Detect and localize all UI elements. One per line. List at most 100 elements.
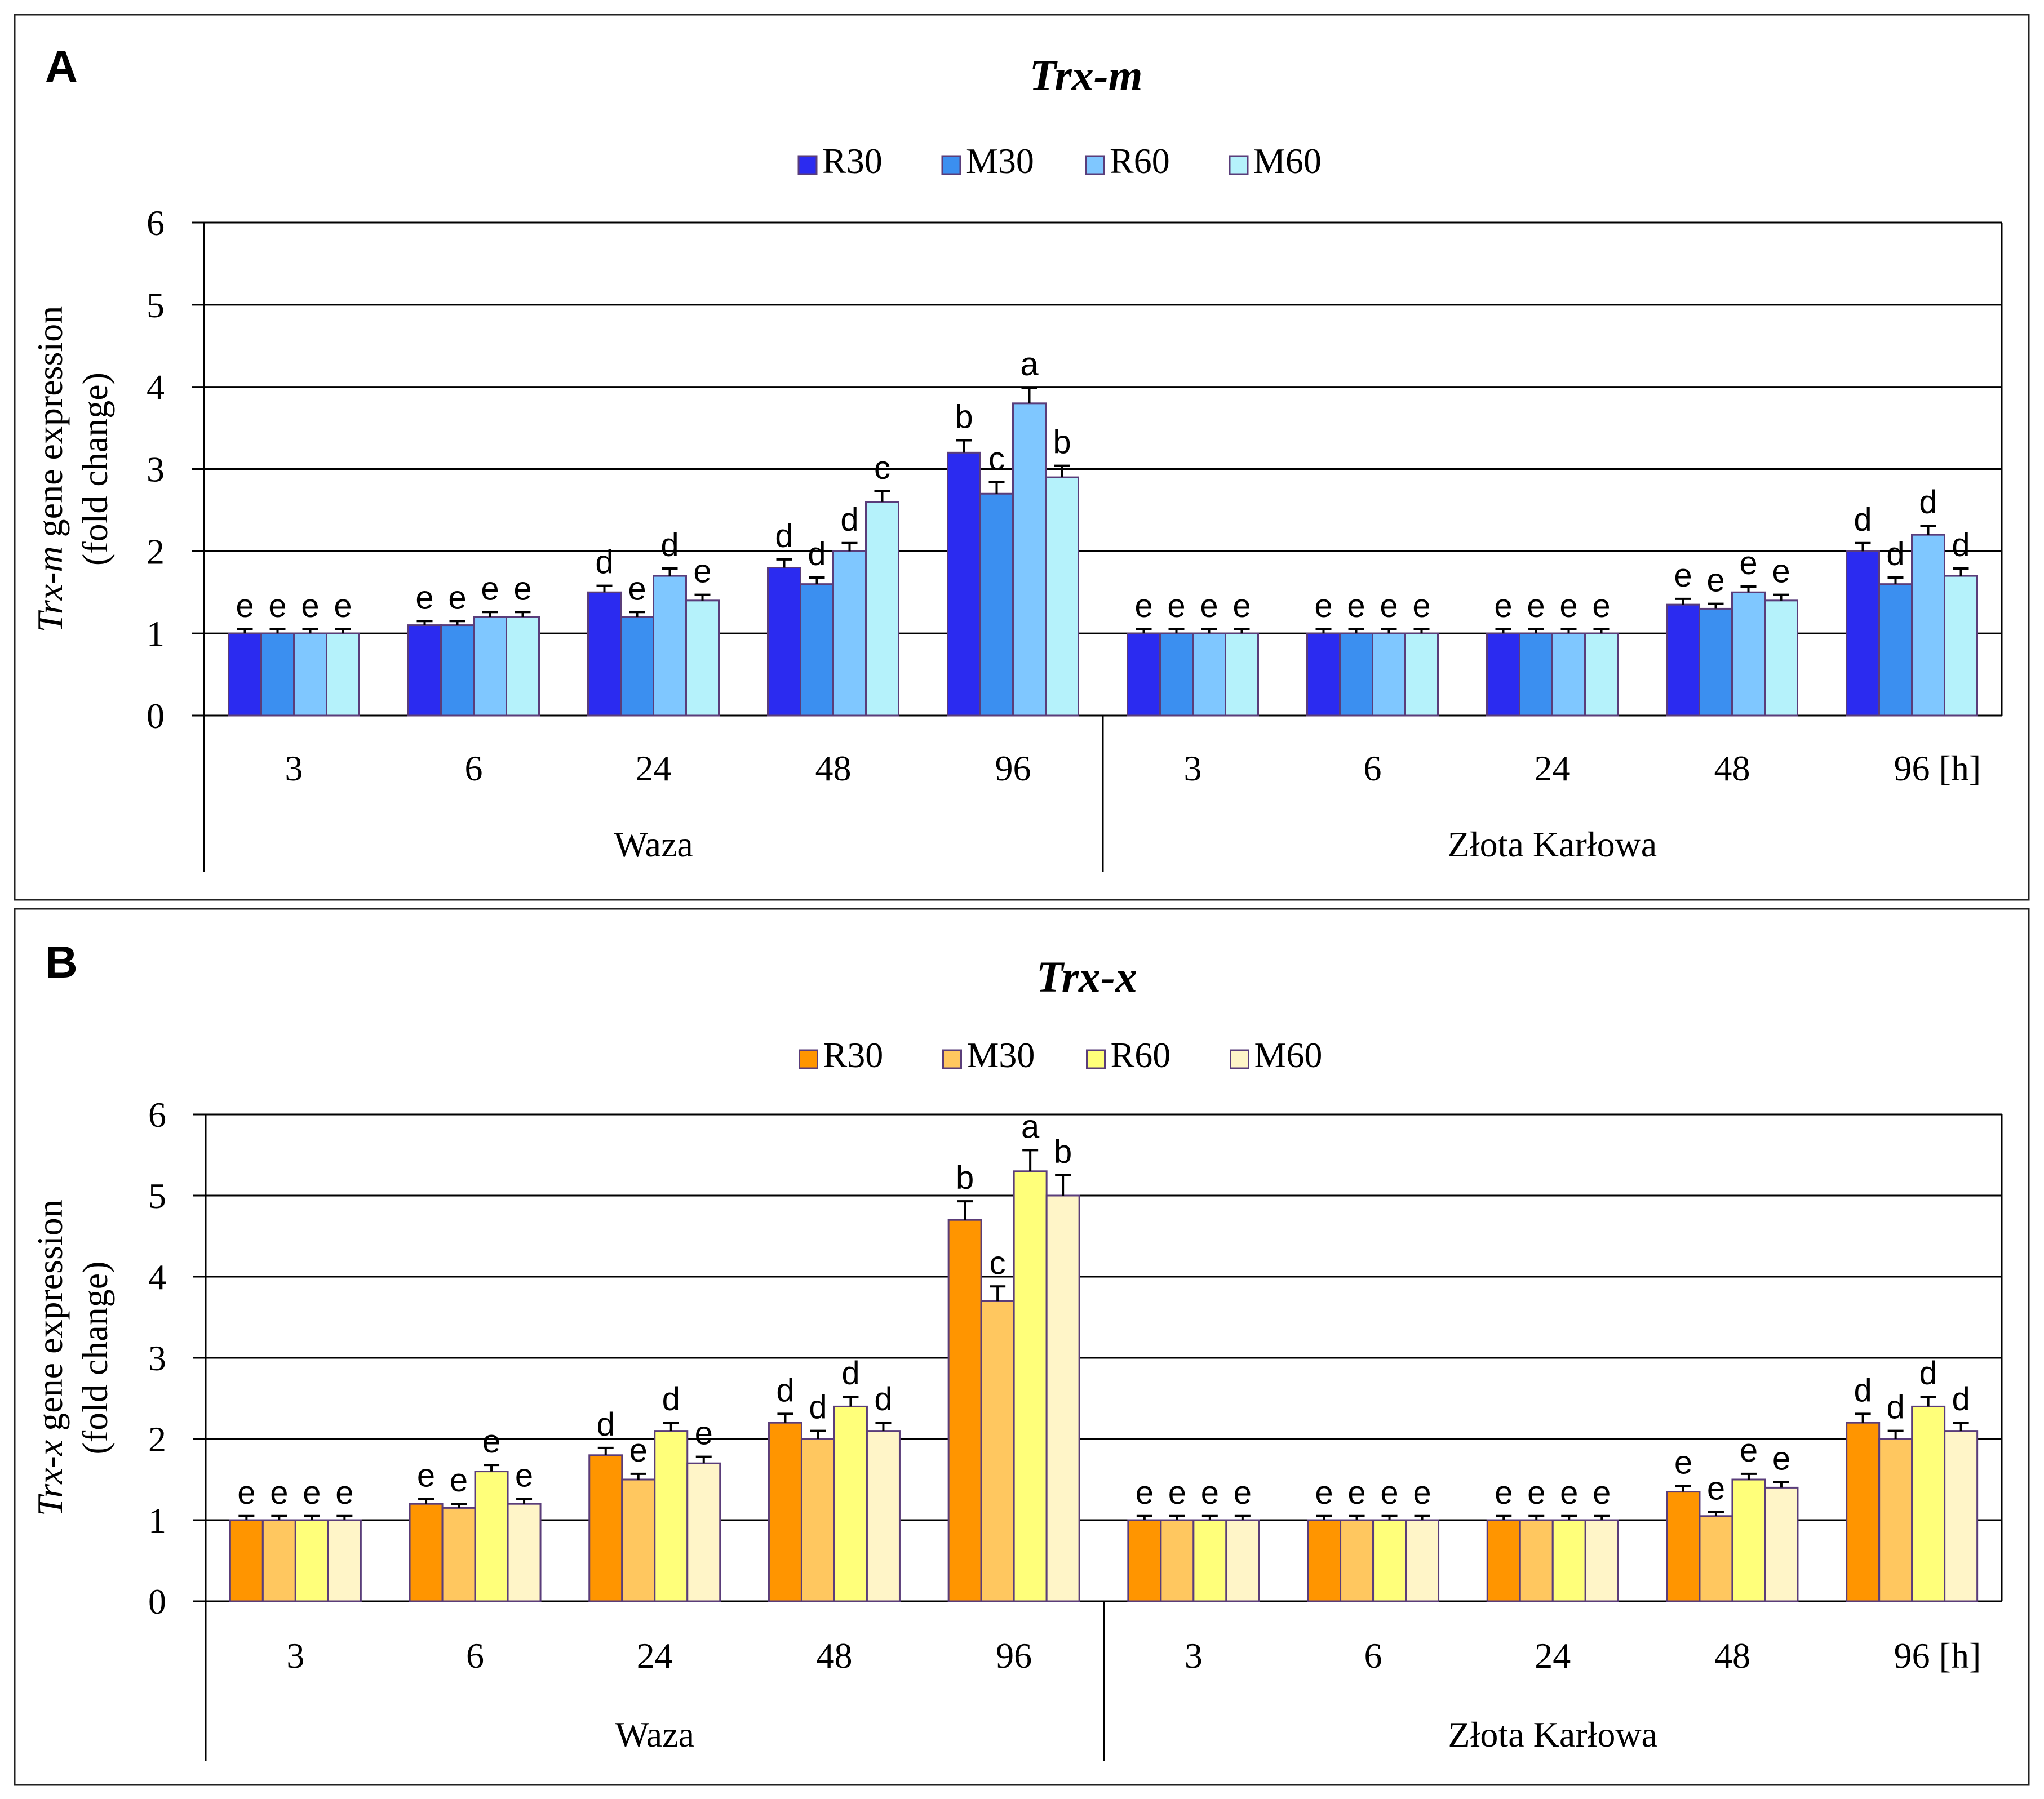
bar-r30 (407, 624, 442, 717)
significance-letter: e (1314, 588, 1332, 624)
unit-label: [h] (1939, 1636, 1981, 1676)
significance-letter: e (1527, 588, 1545, 624)
x-tick-label: 6 (466, 1636, 484, 1676)
bar-r30 (588, 1454, 623, 1602)
bar-r30 (1307, 1519, 1342, 1602)
x-tick-label: 48 (1714, 748, 1750, 788)
bar-r30 (1666, 1491, 1701, 1602)
significance-letter: e (629, 1432, 648, 1469)
significance-letter: e (1494, 588, 1512, 624)
y-tick-label: 6 (148, 1095, 166, 1135)
bar-m30 (800, 583, 834, 717)
significance-letter: d (1854, 501, 1872, 538)
legend-label: R30 (823, 1035, 884, 1075)
group-label: Złota Karłowa (1448, 824, 1657, 864)
bar-r30 (1486, 1519, 1521, 1602)
bar-r60 (1731, 1478, 1766, 1602)
bar-m30 (1519, 632, 1553, 717)
significance-letter: e (1413, 1474, 1431, 1511)
bar-r30 (947, 1219, 982, 1602)
significance-letter: e (628, 570, 646, 607)
x-tick-label: 96 (1894, 1636, 1930, 1676)
bar-m30 (1159, 632, 1194, 717)
bar-m60 (327, 1519, 362, 1602)
x-tick-label: 24 (636, 748, 672, 788)
x-tick-label: 48 (816, 1636, 852, 1676)
bar-r60 (833, 1405, 868, 1602)
y-axis-label-line2: (fold change) (75, 372, 115, 566)
x-tick-label: 96 (995, 748, 1031, 788)
significance-letter: e (1592, 588, 1610, 624)
significance-letter: e (515, 1458, 533, 1494)
y-tick-label: 5 (147, 285, 165, 325)
legend-swatch-m60 (1229, 155, 1249, 175)
significance-letter: d (1886, 536, 1904, 572)
significance-letter: e (1136, 1474, 1154, 1511)
significance-letter: c (874, 450, 890, 486)
bar-m30 (441, 1507, 476, 1602)
y-tick-label: 1 (148, 1500, 166, 1540)
bar-r60 (1192, 1519, 1227, 1602)
significance-letter: d (1919, 484, 1937, 521)
bar-m30 (1160, 1519, 1195, 1602)
bar-m60 (1584, 1519, 1619, 1602)
bar-r60 (1911, 1405, 1946, 1602)
bar-m30 (261, 1519, 296, 1602)
unit-label: [h] (1939, 748, 1981, 788)
significance-letter: e (448, 579, 466, 616)
x-tick-label: 24 (1535, 1636, 1571, 1676)
y-tick-label: 3 (148, 1338, 166, 1378)
x-tick-label: 6 (1364, 1636, 1382, 1676)
y-tick-label: 4 (148, 1257, 166, 1297)
significance-letter: e (695, 1415, 713, 1452)
bar-r30 (229, 1519, 264, 1602)
bar-r60 (293, 632, 327, 717)
significance-letter: e (1772, 553, 1790, 590)
x-tick-label: 24 (637, 1636, 673, 1676)
bar-m30 (1699, 1515, 1733, 1602)
significance-letter: e (268, 588, 286, 624)
x-tick-label: 6 (465, 748, 483, 788)
group-label: Waza (615, 1714, 695, 1754)
significance-letter: e (1739, 545, 1757, 581)
y-axis-label-gene: Trx-x (30, 1440, 70, 1516)
y-axis-label-line2: (fold change) (75, 1261, 115, 1455)
bar-r60 (1911, 534, 1945, 717)
bar-m60 (686, 1462, 721, 1602)
bar-r30 (947, 451, 981, 717)
significance-letter: e (1412, 588, 1430, 624)
significance-letter: e (482, 1423, 500, 1460)
bar-r60 (473, 616, 507, 717)
legend-label: M60 (1254, 1035, 1323, 1075)
significance-letter: e (301, 588, 319, 624)
significance-letter: e (513, 570, 531, 607)
bar-r30 (1846, 550, 1880, 717)
bar-m60 (1404, 632, 1439, 717)
y-tick-label: 5 (148, 1176, 166, 1216)
significance-letter: e (1674, 1445, 1692, 1481)
significance-letter: d (1887, 1389, 1905, 1426)
y-tick-label: 0 (147, 696, 165, 736)
significance-letter: e (1706, 562, 1724, 599)
significance-letter: e (1495, 1474, 1513, 1511)
x-tick-label: 24 (1535, 748, 1571, 788)
bar-m60 (865, 501, 899, 717)
significance-letter: e (1232, 588, 1251, 624)
significance-letter: d (775, 518, 793, 554)
x-tick-label: 96 (1894, 748, 1930, 788)
y-tick-label: 3 (147, 450, 165, 490)
bar-r30 (1127, 632, 1161, 717)
bar-m30 (620, 616, 654, 717)
significance-letter: e (1134, 588, 1152, 624)
legend-label: M30 (966, 141, 1034, 181)
bar-m60 (1045, 476, 1079, 717)
significance-letter: e (237, 1474, 255, 1511)
bar-m30 (1878, 583, 1913, 717)
bar-m60 (1225, 1519, 1260, 1602)
bar-m30 (440, 624, 475, 717)
significance-letter: b (1054, 1134, 1072, 1170)
bar-r60 (1012, 402, 1047, 717)
significance-letter: e (1740, 1432, 1758, 1469)
bar-m30 (1339, 632, 1373, 717)
bar-m30 (1699, 607, 1733, 717)
